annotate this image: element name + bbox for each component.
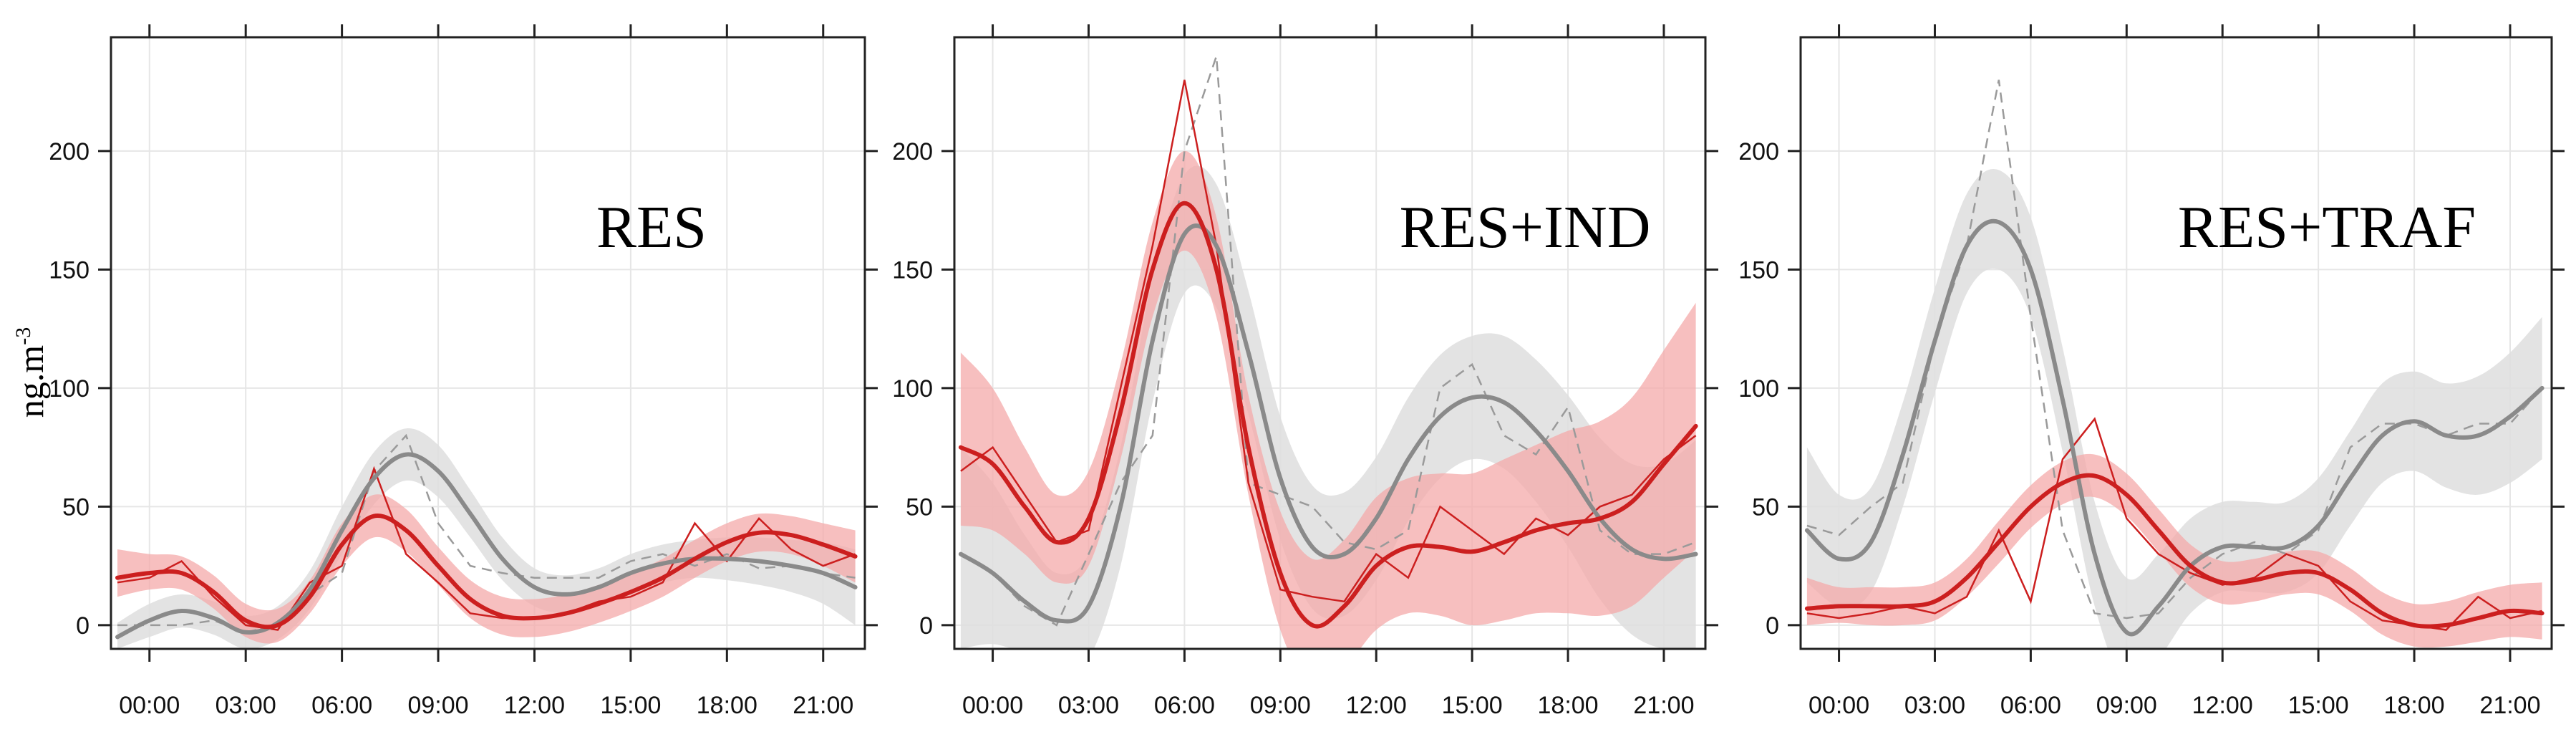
x-tick-label: 03:00 (216, 692, 276, 719)
x-tick-label: 12:00 (2192, 692, 2253, 719)
plot-area (115, 428, 858, 649)
grey-smooth-line (115, 452, 858, 640)
grey-raw-line (960, 56, 1697, 627)
red-raw-line (960, 79, 1697, 603)
y-tick-label: 200 (49, 138, 89, 165)
panel-label: RES (596, 194, 707, 261)
x-tick-label: 12:00 (504, 692, 565, 719)
y-axis-title-main: ng.m (11, 345, 51, 418)
red-smooth-line (115, 514, 858, 630)
x-tick-label: 09:00 (2096, 692, 2157, 719)
red-smooth-line (1804, 473, 2544, 629)
panel-label: RES+TRAF (2178, 194, 2476, 261)
x-tick-label: 00:00 (962, 692, 1023, 719)
x-tick-label: 06:00 (1154, 692, 1215, 719)
panel-label: RES+IND (1400, 194, 1651, 261)
x-tick-label: 21:00 (2479, 692, 2540, 719)
x-tick-label: 09:00 (1250, 692, 1311, 719)
x-tick-label: 21:00 (793, 692, 853, 719)
x-tick-label: 15:00 (2288, 692, 2349, 719)
x-tick-label: 18:00 (697, 692, 757, 719)
y-tick-label: 50 (62, 493, 89, 521)
grey-smooth-line (958, 223, 1698, 624)
y-tick-label: 0 (919, 612, 933, 640)
y-tick-label: 200 (1738, 138, 1779, 165)
red-confidence-band (960, 150, 1696, 649)
y-axis-title-superscript: -3 (11, 327, 35, 345)
x-tick-label: 00:00 (1808, 692, 1869, 719)
x-tick-label: 06:00 (311, 692, 372, 719)
plot-area (958, 56, 1698, 649)
x-tick-label: 03:00 (1904, 692, 1965, 719)
y-tick-label: 50 (906, 493, 933, 521)
x-tick-label: 03:00 (1058, 692, 1119, 719)
red-smooth-line (958, 201, 1698, 629)
y-tick-label: 100 (892, 375, 933, 403)
y-tick-label: 100 (1738, 375, 1779, 403)
chart-panel-3: 00:00 03:00 06:00 09:00 12:00 15:00 18:00 21:00… (1738, 24, 2565, 719)
panel-frame (110, 36, 866, 650)
x-tick-label: 18:00 (1538, 692, 1599, 719)
y-axis-title: ng.m-3 (11, 327, 51, 418)
x-tick-label: 21:00 (1633, 692, 1694, 719)
panel-frame (953, 36, 1707, 650)
y-tick-label: 0 (1766, 612, 1779, 640)
x-tick-label: 15:00 (600, 692, 661, 719)
red-raw-line (117, 466, 856, 631)
chart-panels: 00:00 03:00 06:00 09:00 12:00 15:00 18:00 21:00… (49, 24, 2565, 719)
x-tick-label: 09:00 (407, 692, 468, 719)
y-tick-label: 0 (76, 612, 89, 640)
y-tick-label: 150 (1738, 256, 1779, 284)
y-tick-label: 50 (1752, 493, 1779, 521)
x-tick-label: 12:00 (1346, 692, 1407, 719)
y-tick-label: 150 (49, 256, 89, 284)
chart-panel-2: 00:00 03:00 06:00 09:00 12:00 15:00 18:00 21:00… (892, 24, 1718, 719)
y-tick-label: 150 (892, 256, 933, 284)
plot-area (1804, 79, 2544, 649)
grey-smooth-line (1804, 218, 2544, 637)
chart-panel-1: 00:00 03:00 06:00 09:00 12:00 15:00 18:00 21:00… (49, 24, 878, 719)
x-tick-label: 00:00 (119, 692, 180, 719)
y-tick-label: 100 (49, 375, 89, 403)
x-tick-label: 06:00 (2000, 692, 2061, 719)
x-tick-label: 15:00 (1442, 692, 1503, 719)
panel-frame (1799, 36, 2553, 650)
x-tick-label: 18:00 (2384, 692, 2445, 719)
y-tick-label: 200 (892, 138, 933, 165)
